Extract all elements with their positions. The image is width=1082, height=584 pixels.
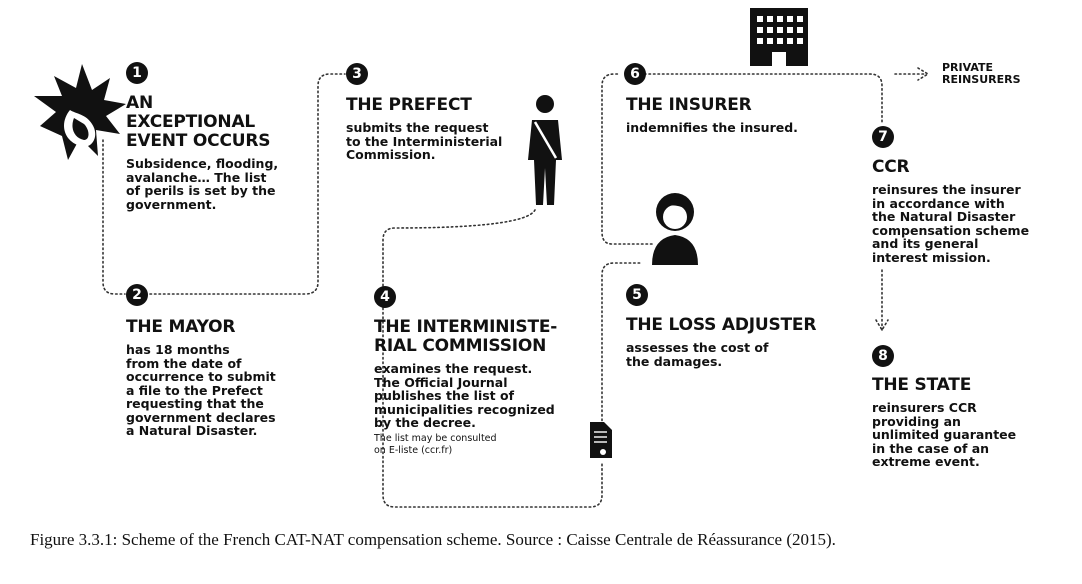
step-3-number: 3 [346, 63, 368, 85]
step-2-title: THE MAYOR [126, 317, 236, 337]
step-7-title: CCR [872, 157, 910, 177]
flow-path [102, 67, 930, 508]
step-8-title: THE STATE [872, 375, 972, 395]
step-1-desc: Subsidence, flooding, avalanche… The lis… [126, 156, 279, 212]
burst-icon [34, 64, 126, 160]
step-4-desc: examines the request. The Official Journ… [374, 361, 555, 430]
step-6-number: 6 [624, 63, 646, 85]
step-5-number: 5 [626, 284, 648, 306]
adjuster-person-icon [652, 193, 698, 265]
step-4-note: The list may be consulted on E-liste (cc… [374, 432, 497, 456]
step-7-number: 7 [872, 126, 894, 148]
step-1-title: AN EXCEPTIONAL EVENT OCCURS [126, 93, 271, 151]
prefect-person-icon [528, 95, 562, 205]
step-5-desc: assesses the cost of the damages. [626, 340, 769, 369]
private-reinsurers-label: PRIVATE REINSURERS [942, 61, 1021, 86]
step-2-desc: has 18 months from the date of occurrenc… [126, 342, 276, 438]
step-4-title: THE INTERMINISTE- RIAL COMMISSION [374, 317, 558, 356]
step-3-desc: submits the request to the Interminister… [346, 120, 503, 162]
step-6-title: THE INSURER [626, 95, 752, 115]
step-6-desc: indemnifies the insured. [626, 120, 798, 135]
building-icon [750, 8, 808, 66]
step-5-title: THE LOSS ADJUSTER [626, 315, 817, 335]
document-icon [590, 422, 612, 458]
step-8-desc: reinsurers CCR providing an unlimited gu… [872, 400, 1017, 469]
step-4-number: 4 [374, 286, 396, 308]
step-2-number: 2 [126, 284, 148, 306]
figure-caption: Figure 3.3.1: Scheme of the French CAT-N… [30, 530, 836, 549]
step-8-number: 8 [872, 345, 894, 367]
step-3-title: THE PREFECT [346, 95, 472, 115]
step-1-number: 1 [126, 62, 148, 84]
step-7-desc: reinsures the insurer in accordance with… [872, 182, 1030, 265]
